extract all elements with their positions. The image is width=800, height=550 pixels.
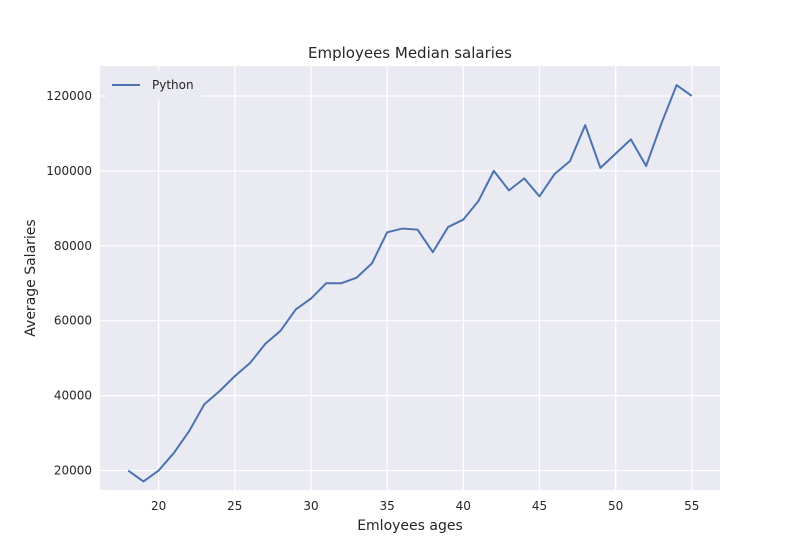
x-tick-label: 40 [456, 499, 471, 513]
x-tick-label: 20 [151, 499, 166, 513]
x-tick-label: 55 [684, 499, 699, 513]
chart-title: Employees Median salaries [308, 44, 512, 62]
y-axis-label: Average Salaries [23, 219, 39, 336]
series-line-python [127, 84, 693, 483]
plot-area [100, 66, 720, 490]
y-tick-label: 60000 [54, 314, 92, 328]
x-axis-ticks: 20 25 30 35 40 45 50 55 [151, 499, 699, 513]
x-tick-label: 50 [608, 499, 623, 513]
y-tick-label: 20000 [54, 464, 92, 478]
x-tick-label: 25 [227, 499, 242, 513]
y-axis-ticks: 20000 40000 60000 80000 100000 120000 [46, 89, 92, 478]
y-tick-label: 100000 [46, 164, 92, 178]
y-tick-label: 80000 [54, 239, 92, 253]
legend-box [106, 71, 201, 99]
series-layer [127, 84, 693, 483]
y-tick-label: 120000 [46, 89, 92, 103]
x-tick-label: 35 [380, 499, 395, 513]
x-axis-label: Emloyees ages [357, 518, 463, 534]
x-tick-label: 45 [532, 499, 547, 513]
x-tick-label: 30 [303, 499, 318, 513]
grid-lines [100, 66, 720, 490]
legend: Python [106, 71, 201, 99]
legend-label-python: Python [152, 78, 194, 92]
y-tick-label: 40000 [54, 389, 92, 403]
